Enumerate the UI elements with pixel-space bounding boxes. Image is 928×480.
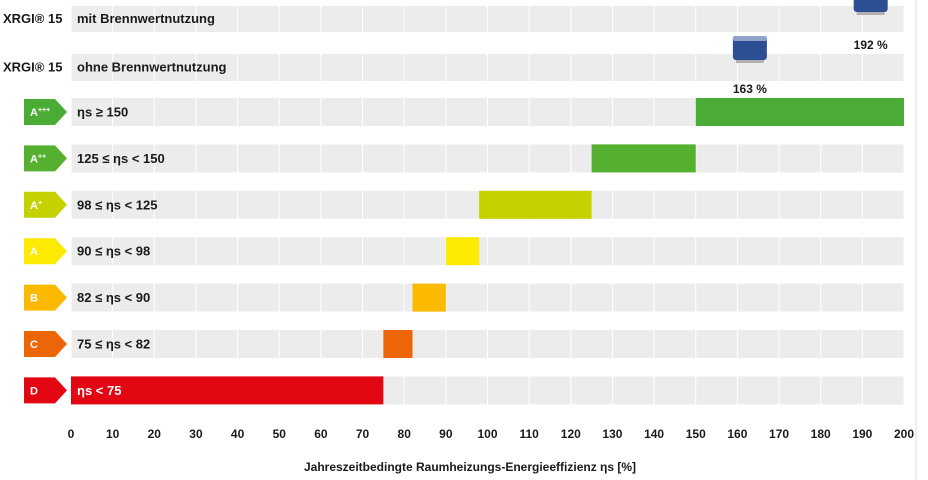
x-axis-label: Jahreszeitbedingte Raumheizungs-Energiee…: [304, 460, 636, 474]
x-tick-label: 200: [894, 427, 914, 441]
icon-body: [732, 36, 767, 60]
x-tick-label: 110: [519, 427, 539, 441]
product-model-label: XRGI® 15: [3, 60, 62, 75]
class-letter: B: [30, 293, 38, 305]
class-range-bar: [479, 190, 592, 219]
chp-unit-icon: [732, 36, 767, 63]
class-letter: A: [30, 246, 38, 258]
x-tick-label: 180: [811, 427, 831, 441]
product-value-label: 163 %: [733, 82, 767, 96]
product-label: mit Brennwertnutzung: [77, 11, 215, 26]
product-model-label: XRGI® 15: [3, 11, 62, 26]
class-range-bar: [445, 237, 480, 266]
x-tick-label: 90: [439, 427, 453, 441]
class-superscript: +++: [38, 107, 50, 114]
class-arrow: [24, 99, 67, 125]
icon-body: [853, 0, 888, 12]
class-range-bar: [71, 376, 384, 405]
product-value-label: 192 %: [854, 38, 888, 52]
product-label: ohne Brennwertnutzung: [77, 60, 227, 75]
x-tick-label: 100: [477, 427, 497, 441]
x-tick-label: 170: [769, 427, 789, 441]
class-range-label: 90 ≤ ηs < 98: [77, 244, 150, 259]
x-tick-label: 20: [148, 427, 162, 441]
class-arrow: [24, 145, 67, 172]
x-tick-label: 190: [852, 427, 872, 441]
x-tick-label: 30: [189, 427, 203, 441]
x-tick-label: 120: [561, 427, 581, 441]
class-range-bar: [695, 98, 904, 126]
class-range-label: 125 ≤ ηs < 150: [77, 151, 165, 166]
class-arrow: [24, 238, 67, 265]
x-tick-label: 160: [727, 427, 747, 441]
class-range-bar: [591, 144, 696, 173]
x-tick-label: 40: [231, 427, 245, 441]
class-superscript: ++: [38, 153, 46, 160]
class-arrow: [24, 377, 67, 404]
class-arrow: [24, 191, 67, 218]
class-range-bar: [412, 283, 446, 312]
icon-base: [856, 12, 885, 15]
class-range-label: ηs ≥ 150: [77, 105, 128, 120]
x-tick-label: 50: [273, 427, 287, 441]
class-range-label: 98 ≤ ηs < 125: [77, 197, 158, 212]
x-tick-label: 140: [644, 427, 664, 441]
x-tick-label: 0: [68, 427, 75, 441]
x-tick-label: 80: [398, 427, 412, 441]
icon-top: [732, 36, 767, 41]
class-letter: D: [30, 385, 38, 397]
x-tick-label: 130: [602, 427, 622, 441]
class-arrow: [24, 284, 67, 311]
chp-unit-icon: [853, 0, 888, 15]
x-tick-label: 70: [356, 427, 370, 441]
class-range-bar: [383, 330, 413, 358]
x-tick-label: 150: [686, 427, 706, 441]
x-tick-label: 60: [314, 427, 328, 441]
class-letter: C: [30, 339, 38, 351]
class-range-label: 75 ≤ ηs < 82: [77, 337, 150, 352]
icon-base: [735, 60, 764, 63]
class-superscript: +: [38, 200, 42, 207]
class-range-label: ηs < 75: [77, 383, 121, 398]
class-range-label: 82 ≤ ηs < 90: [77, 290, 150, 305]
x-tick-label: 10: [106, 427, 120, 441]
class-arrow: [24, 331, 67, 357]
